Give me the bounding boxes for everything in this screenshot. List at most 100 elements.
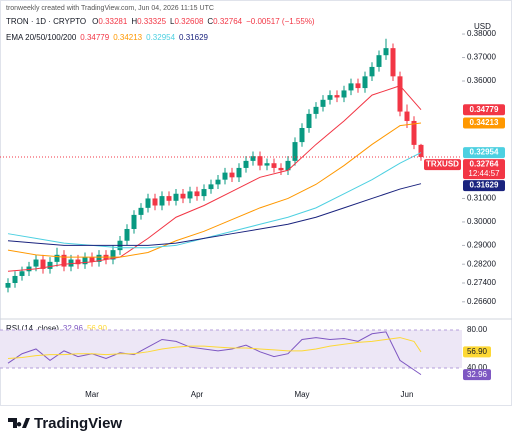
- rsi-line: [7, 331, 422, 376]
- rsi-badge-label: 32.96: [467, 370, 488, 379]
- candle-body: [362, 76, 368, 89]
- logo-mark: [8, 418, 30, 428]
- candle-body: [110, 250, 116, 260]
- y-tick-label: 40.00: [467, 363, 488, 372]
- symbol-badge-label: TRXUSD: [426, 160, 459, 169]
- rsi-line: [7, 337, 422, 359]
- candle-body: [40, 259, 46, 269]
- candle-body: [82, 257, 88, 265]
- price-badge: [463, 180, 505, 192]
- overlay-name: EMA 20/50/100/200: [6, 33, 77, 42]
- candle-body: [180, 193, 186, 199]
- candle-body: [348, 83, 354, 91]
- candle-body: [75, 259, 81, 265]
- candle-body: [229, 172, 235, 178]
- brand-name: TradingView: [34, 415, 122, 432]
- symbol-name: TRON · 1D · CRYPTO: [6, 17, 86, 26]
- candle-body: [215, 179, 221, 185]
- candle-body: [236, 167, 242, 178]
- ema-line: [7, 183, 422, 246]
- y-tick-label: 0.31000: [467, 194, 496, 203]
- change-value: −0.00517 (−1.55%): [246, 17, 315, 26]
- ema-legend: EMA 20/50/100/200 0.34779 0.34213 0.32954 0.…: [6, 33, 209, 42]
- candle-body: [327, 95, 333, 100]
- ohlc-value: 0.33325: [137, 17, 166, 26]
- candle-body: [19, 271, 25, 276]
- candle-body: [166, 196, 172, 201]
- ema-line: [7, 152, 422, 249]
- ema-value: 0.31629: [179, 33, 208, 42]
- ohlc-key: C: [207, 17, 213, 26]
- ema-value: 0.32954: [146, 33, 175, 42]
- indicator-name: RSI (14, close): [6, 324, 59, 333]
- price-badge-label: 0.32764: [470, 160, 499, 169]
- y-tick-label: 0.27400: [467, 278, 496, 287]
- rsi-value: 32.96: [63, 324, 84, 333]
- candle-body: [257, 156, 263, 166]
- price-badge: [463, 147, 505, 159]
- ema-line: [7, 122, 422, 258]
- candle-body: [341, 90, 347, 98]
- ema-value: 0.34213: [113, 33, 142, 42]
- candle-body: [138, 207, 144, 215]
- symbol-legend: TRON · 1D · CRYPTO O0.33281 H0.33325 L0.326…: [6, 17, 315, 26]
- ohlc-key: O: [92, 17, 98, 26]
- price-badge: [463, 117, 505, 129]
- ohlc-key: L: [170, 17, 175, 26]
- candle-body: [61, 254, 67, 267]
- candle-body: [376, 55, 382, 67]
- candle-body: [306, 113, 312, 128]
- candle-body: [124, 228, 130, 241]
- price-badge-label: 0.34213: [470, 118, 499, 127]
- candle-body: [159, 196, 165, 206]
- candle-body: [250, 156, 256, 161]
- candle-body: [390, 48, 396, 77]
- candle-body: [194, 191, 200, 197]
- candle-body: [299, 127, 305, 143]
- y-tick-label: 0.30000: [467, 217, 496, 226]
- rsi-badge: [463, 369, 491, 381]
- candle-body: [145, 198, 151, 208]
- y-tick-label: 0.28200: [467, 259, 496, 268]
- y-tick-label: 0.26600: [467, 297, 496, 306]
- candle-body: [334, 95, 340, 98]
- y-tick-label: 0.37000: [467, 53, 496, 62]
- candle-body: [383, 48, 389, 56]
- attribution: tronweekly created with TradingView.com,…: [6, 5, 214, 12]
- ema-value: 0.34779: [80, 33, 109, 42]
- brand-logo: TradingView: [8, 415, 122, 432]
- price-badge: [463, 104, 505, 116]
- y-tick-label: 0.29000: [467, 241, 496, 250]
- candle-body: [26, 266, 32, 272]
- candle-body: [33, 259, 39, 267]
- candle-body: [54, 254, 60, 262]
- candle-body: [243, 160, 249, 168]
- y-tick-label: 0.36000: [467, 76, 496, 85]
- price-badge-label: 0.34779: [470, 105, 499, 114]
- currency-label: USD: [474, 22, 491, 31]
- x-tick-label: Apr: [191, 390, 204, 399]
- candle-body: [418, 144, 424, 158]
- x-tick-label: May: [294, 390, 309, 399]
- ohlc-value: 0.32764: [213, 17, 242, 26]
- price-badge-label: 0.32954: [470, 148, 499, 157]
- ohlc-value: 0.33281: [98, 17, 127, 26]
- candle-body: [96, 254, 102, 262]
- candle-body: [285, 160, 291, 171]
- candle-body: [12, 275, 18, 284]
- x-tick-label: Jun: [401, 390, 414, 399]
- candle-body: [292, 142, 298, 161]
- symbol-badge: [424, 159, 461, 171]
- candle-body: [411, 120, 417, 145]
- price-badge-label: 0.31629: [470, 181, 499, 190]
- candle-body: [201, 189, 207, 197]
- candle-body: [47, 261, 53, 269]
- ema-line: [7, 85, 422, 272]
- candle-body: [173, 193, 179, 201]
- y-tick-label: 0.38000: [467, 29, 496, 38]
- y-tick-label: 80.00: [467, 325, 488, 334]
- candle-body: [278, 167, 284, 171]
- candle-body: [208, 184, 214, 190]
- candle-body: [68, 259, 74, 267]
